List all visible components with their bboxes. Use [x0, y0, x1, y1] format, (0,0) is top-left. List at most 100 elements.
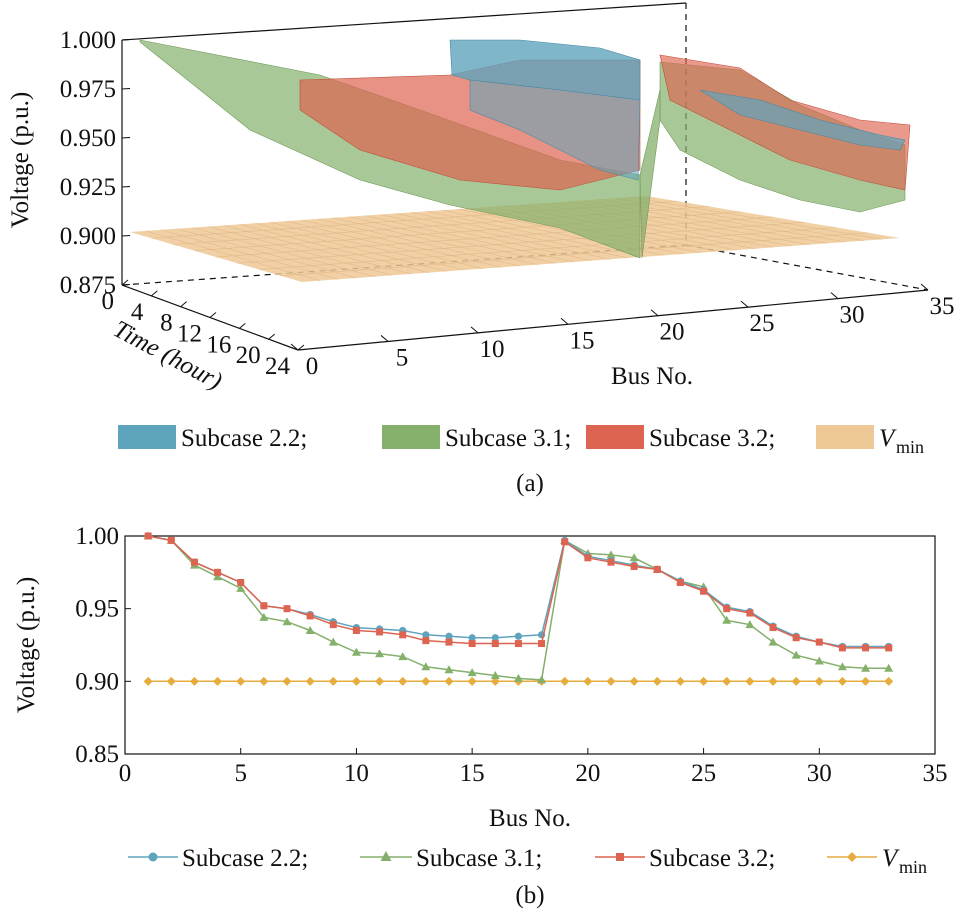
- x-tick-label: 25: [691, 760, 716, 787]
- data-point: [861, 676, 871, 686]
- data-point: [583, 676, 593, 686]
- data-point: [282, 617, 292, 626]
- data-point: [260, 602, 268, 610]
- data-point: [768, 676, 778, 686]
- data-point: [884, 676, 894, 686]
- data-point: [236, 676, 246, 686]
- x-tick-label: 15: [460, 760, 485, 787]
- data-point: [213, 572, 223, 581]
- legend-b-label-subcase-3-1: Subcase 3.1;: [416, 845, 542, 872]
- legend-a: Subcase 2.2; Subcase 3.1; Subcase 3.2; V…: [118, 425, 924, 457]
- z-tick: [121, 284, 131, 286]
- z-axis-ticks: 0.875 0.900 0.925 0.950 0.975 1.000: [60, 27, 131, 299]
- x-tick-label: 0: [119, 760, 132, 787]
- z-tick: [121, 186, 131, 188]
- data-point: [306, 612, 314, 620]
- data-point: [468, 634, 476, 642]
- data-point: [328, 676, 338, 686]
- data-point: [468, 640, 476, 648]
- series-line: [147, 535, 889, 681]
- data-point: [791, 676, 801, 686]
- data-point: [190, 558, 198, 566]
- time-tick: [151, 290, 158, 297]
- legend-b-item-subcase-3-1: [360, 851, 412, 861]
- legend-a-label-vmin: V: [879, 425, 897, 452]
- data-point: [421, 676, 431, 686]
- data-point: [629, 553, 639, 562]
- data-point: [398, 652, 408, 661]
- caption-a: (a): [516, 470, 544, 497]
- data-point: [143, 676, 153, 686]
- data-point: [560, 676, 570, 686]
- legend-a-label-subcase-3-2: Subcase 3.2;: [649, 425, 775, 452]
- data-point: [676, 579, 684, 587]
- data-point: [283, 605, 291, 613]
- data-point: [375, 649, 385, 658]
- x-tick-label: 10: [344, 760, 369, 787]
- series-group: [143, 531, 894, 686]
- z-tick: [121, 39, 131, 41]
- data-point: [538, 640, 546, 648]
- data-point: [213, 676, 223, 686]
- time-tick-label: 4: [131, 299, 144, 326]
- data-point: [700, 587, 708, 595]
- data-point: [723, 605, 731, 613]
- data-point: [351, 676, 361, 686]
- legend-a-label-vmin-subscript: min: [896, 437, 924, 457]
- data-point: [814, 656, 824, 665]
- time-tick-label: 0: [102, 288, 115, 315]
- data-point: [630, 563, 638, 571]
- y-tick-label: 1.00: [75, 523, 119, 550]
- data-point: [282, 676, 292, 686]
- bus-tick-label: 20: [660, 319, 685, 346]
- time-tick: [297, 344, 305, 351]
- y-tick-label: 0.90: [75, 668, 119, 695]
- data-point: [514, 632, 523, 640]
- data-point: [490, 671, 500, 680]
- data-point: [214, 568, 222, 576]
- data-point: [398, 676, 408, 686]
- data-point: [422, 637, 430, 645]
- bus-tick: [920, 283, 929, 291]
- data-point: [884, 663, 894, 672]
- bus-tick: [560, 317, 569, 325]
- time-tick: [180, 301, 187, 308]
- data-point: [422, 631, 430, 639]
- y-tick-label: 0.95: [75, 596, 119, 623]
- time-tick: [121, 279, 129, 286]
- data-point: [352, 626, 360, 634]
- back-top-edge: [121, 2, 687, 41]
- z-tick-label: 0.875: [60, 272, 116, 299]
- data-point: [537, 675, 547, 684]
- legend-b-item-subcase-2-2: [128, 852, 178, 862]
- plot-frame: [124, 535, 936, 755]
- data-point: [329, 621, 337, 629]
- bus-tick-label: 5: [396, 344, 409, 371]
- data-point: [746, 609, 754, 617]
- y-axis-label: Voltage (p.u.): [13, 577, 40, 713]
- series-line: [147, 535, 889, 649]
- data-point: [792, 634, 800, 642]
- data-point: [561, 538, 569, 546]
- data-point: [607, 558, 615, 566]
- data-point: [791, 650, 801, 659]
- data-point: [722, 615, 732, 624]
- time-tick: [239, 322, 246, 329]
- bus-tick-label: 15: [570, 327, 595, 354]
- data-point: [745, 620, 755, 629]
- time-axis-ticks: 0 4 8 12 16 20 24: [102, 279, 305, 380]
- data-point: [862, 644, 870, 652]
- data-point: [768, 637, 778, 646]
- data-point: [375, 676, 385, 686]
- time-tick-label: 12: [177, 321, 202, 348]
- data-point: [491, 634, 499, 642]
- data-point: [815, 638, 823, 646]
- panel-a-3d-surface: 0.875 0.900 0.925 0.950 0.975 1.000 Voltage (…: [7, 2, 955, 497]
- bus-tick: [470, 326, 479, 334]
- data-point: [236, 583, 246, 592]
- bus-tick: [380, 335, 389, 342]
- data-point: [421, 662, 431, 671]
- data-point: [166, 676, 176, 686]
- y-axis-ticks: 0.85 0.90 0.95 1.00: [75, 523, 131, 768]
- data-point: [490, 676, 500, 686]
